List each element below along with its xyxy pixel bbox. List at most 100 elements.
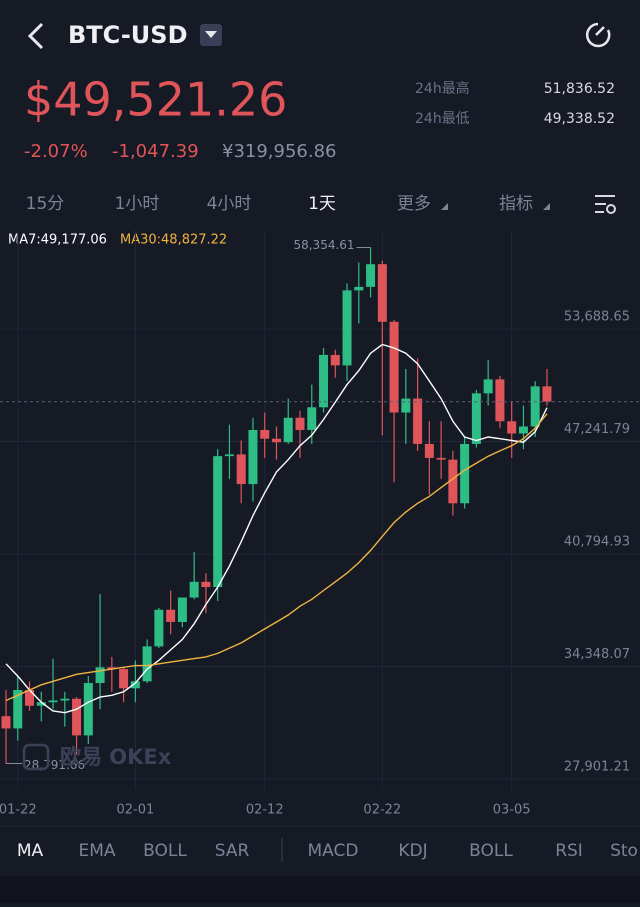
candle-body	[72, 698, 82, 736]
candle-body	[424, 443, 434, 458]
high-value: 51,836.52	[544, 81, 615, 97]
more-tab[interactable]: 更多	[397, 194, 431, 214]
change-pct: -2.07%	[24, 141, 88, 162]
candle-body	[460, 443, 470, 504]
y-tick-label: 53,688.65	[564, 309, 630, 324]
candle-body	[130, 681, 140, 689]
candle-body	[154, 609, 164, 647]
settings-button[interactable]	[595, 195, 616, 214]
candle-body	[83, 683, 93, 736]
candle-body	[1, 716, 11, 729]
candle-body	[354, 286, 364, 291]
change: -1,047.39	[112, 141, 199, 162]
indicator-tab[interactable]: KDJ	[398, 841, 427, 861]
refresh-icon-tick	[595, 26, 605, 36]
interval-tab[interactable]: 15分	[26, 194, 65, 214]
candle-body	[330, 354, 340, 366]
more-caret	[441, 203, 448, 210]
bottom-bar	[0, 876, 640, 903]
indicator-tab[interactable]: MACD	[308, 841, 359, 861]
candle-body	[495, 379, 505, 422]
refresh-icon	[585, 22, 611, 48]
interval-tab[interactable]: 4小时	[207, 194, 252, 214]
low-value: 49,338.52	[544, 111, 615, 127]
legend-ma30: MA30:48,827.22	[120, 233, 227, 248]
interval-tab-active[interactable]: 1天	[308, 194, 336, 214]
candle-body	[119, 669, 129, 689]
indicator-tab[interactable]: RSI	[555, 841, 583, 861]
candle-body	[530, 386, 540, 427]
candle-body	[436, 457, 446, 460]
candle-body	[366, 264, 376, 287]
candle-body	[518, 426, 528, 434]
cny-price: ¥319,956.86	[222, 141, 337, 162]
y-tick-label: 47,241.79	[564, 422, 630, 437]
x-tick-label: 02-01	[116, 803, 154, 818]
candle-body	[307, 407, 317, 430]
candle-body	[213, 456, 223, 588]
candle-body	[177, 597, 187, 622]
candle-body	[236, 454, 246, 485]
y-tick-label: 40,794.93	[564, 534, 630, 549]
watermark-logo	[22, 743, 50, 771]
candle-body	[389, 321, 399, 413]
indicator-tab[interactable]: Sto	[610, 841, 638, 861]
candle-body	[107, 667, 117, 670]
candle-body	[319, 354, 329, 408]
x-tick-label: 02-12	[246, 803, 284, 818]
candle-body	[413, 398, 423, 444]
indicator-tab[interactable]: SAR	[215, 841, 250, 861]
candle-body	[507, 421, 517, 434]
candle-body	[224, 454, 234, 457]
ma-line	[5, 343, 548, 714]
refresh-button[interactable]	[585, 22, 611, 48]
candle-body	[142, 646, 152, 682]
candle-body	[483, 379, 493, 394]
high-label: 24h最高	[415, 80, 470, 97]
indicator-caret	[543, 203, 550, 210]
candle-body	[448, 459, 458, 504]
candle-body	[471, 393, 481, 444]
watermark: 欧易 OKEx	[60, 745, 172, 769]
candle-body	[342, 290, 352, 366]
plot: 27,901.21 34,348.07 40,794.93 47,241.79 53,6…	[0, 230, 640, 818]
ma-line	[5, 413, 548, 702]
candle-body	[260, 429, 270, 439]
candle-body	[201, 581, 211, 588]
dropdown-arrow	[205, 31, 217, 38]
indicator-tab[interactable]: BOLL	[469, 841, 513, 861]
candle-body	[271, 438, 281, 443]
candle-body	[36, 702, 46, 706]
y-tick-label: 34,348.07	[564, 647, 630, 662]
candle-body	[401, 398, 411, 413]
y-tick-label: 27,901.21	[564, 760, 630, 775]
candle-body	[25, 690, 35, 706]
indicator-tab[interactable]: MA	[17, 841, 44, 861]
last-price: $49,521.26	[24, 73, 287, 127]
x-tick-label: 02-22	[363, 803, 401, 818]
candle-body	[166, 609, 176, 622]
settings-icon	[606, 204, 616, 214]
candle-body	[295, 417, 305, 430]
interval-tab[interactable]: 1小时	[115, 194, 160, 214]
candle-body	[48, 700, 58, 703]
x-tick-label: 01-22	[0, 803, 37, 818]
candle-body	[189, 581, 199, 598]
candle-body	[13, 690, 23, 729]
back-button[interactable]	[27, 22, 44, 50]
indicator-tab[interactable]: EMA	[78, 841, 115, 861]
candle-body	[60, 698, 70, 701]
indicator-tab[interactable]: 指标	[499, 194, 533, 214]
indicator-tab[interactable]: BOLL	[143, 841, 187, 861]
candle-body	[542, 386, 552, 402]
symbol[interactable]: BTC-USD	[68, 21, 187, 49]
candle-body	[248, 429, 258, 485]
indicator-row: MA EMA BOLL SAR MACD KDJ BOLL RSI Sto	[17, 841, 638, 861]
legend-ma7: MA7:49,177.06	[8, 233, 107, 248]
low-label: 24h最低	[415, 111, 470, 127]
candle-body	[95, 667, 105, 684]
x-tick-label: 03-05	[493, 803, 531, 818]
